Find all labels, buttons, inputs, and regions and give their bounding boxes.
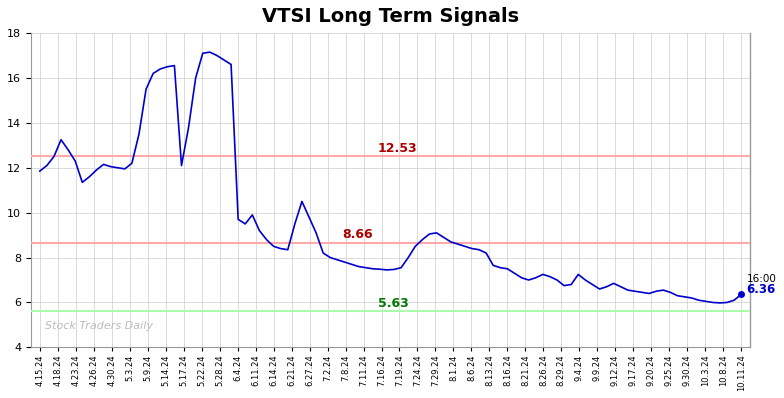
Text: 12.53: 12.53 (378, 142, 418, 155)
Text: 8.66: 8.66 (342, 228, 372, 241)
Text: Stock Traders Daily: Stock Traders Daily (45, 320, 153, 330)
Text: 6.36: 6.36 (746, 283, 776, 296)
Title: VTSI Long Term Signals: VTSI Long Term Signals (262, 7, 519, 26)
Text: 5.63: 5.63 (378, 297, 408, 310)
Text: 16:00: 16:00 (746, 274, 776, 284)
